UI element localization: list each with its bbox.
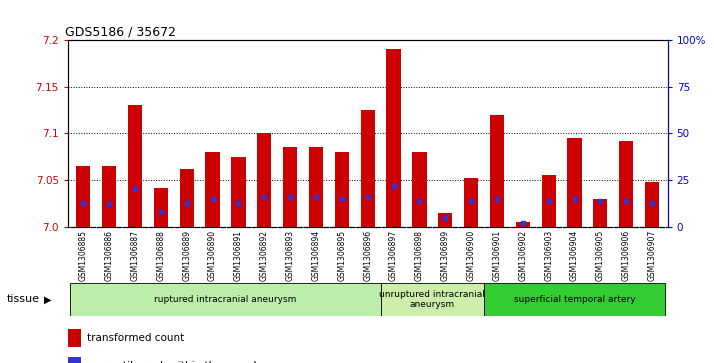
Point (440, 215, 451, 220)
Bar (381, 283, 484, 316)
Bar (484, 283, 665, 316)
Bar (568, 138, 582, 227)
Point (362, 194, 373, 200)
Bar (645, 182, 659, 227)
Text: GSM1306888: GSM1306888 (156, 230, 166, 281)
Bar (71, 283, 381, 316)
Bar (438, 213, 453, 227)
Point (155, 209, 166, 215)
Point (284, 194, 296, 200)
Point (543, 198, 554, 204)
Text: transformed count: transformed count (87, 333, 185, 343)
Point (413, 198, 425, 204)
Bar (231, 157, 246, 227)
Bar (257, 134, 271, 227)
Point (646, 200, 658, 205)
Text: percentile rank within the sample: percentile rank within the sample (87, 361, 263, 363)
Point (129, 187, 141, 192)
Point (78, 200, 89, 205)
Text: GSM1306902: GSM1306902 (518, 230, 528, 281)
Point (517, 220, 528, 226)
Text: ▶: ▶ (44, 294, 52, 305)
Text: GSM1306901: GSM1306901 (493, 230, 501, 281)
Point (104, 201, 115, 207)
Text: GSM1306895: GSM1306895 (337, 230, 346, 281)
Text: GSM1306885: GSM1306885 (79, 230, 88, 281)
Bar (68, 329, 81, 347)
Text: GSM1306906: GSM1306906 (622, 230, 630, 281)
Bar (180, 169, 194, 227)
Text: GSM1306889: GSM1306889 (182, 230, 191, 281)
Text: GSM1306891: GSM1306891 (234, 230, 243, 281)
Bar (619, 141, 633, 227)
Bar (206, 152, 220, 227)
Point (569, 196, 580, 202)
Text: GSM1306898: GSM1306898 (415, 230, 424, 281)
Text: GSM1306887: GSM1306887 (131, 230, 139, 281)
Text: GSM1306900: GSM1306900 (467, 230, 476, 281)
Text: ruptured intracranial aneurysm: ruptured intracranial aneurysm (154, 295, 297, 304)
Point (233, 200, 244, 205)
Point (491, 196, 503, 202)
Text: GSM1306904: GSM1306904 (570, 230, 579, 281)
Bar (541, 175, 555, 227)
Bar (361, 110, 375, 227)
Text: GSM1306892: GSM1306892 (260, 230, 268, 281)
Point (620, 198, 632, 204)
Bar (76, 166, 91, 227)
Text: GSM1306886: GSM1306886 (105, 230, 114, 281)
Point (258, 194, 270, 200)
Bar (490, 115, 504, 227)
Bar (386, 49, 401, 227)
Point (466, 198, 477, 204)
Point (388, 183, 399, 189)
Point (207, 196, 218, 202)
Text: unruptured intracranial
aneurysm: unruptured intracranial aneurysm (379, 290, 486, 309)
Bar (128, 105, 142, 227)
Point (181, 200, 193, 205)
Bar (593, 199, 608, 227)
Text: GSM1306905: GSM1306905 (596, 230, 605, 281)
Bar (154, 188, 168, 227)
Text: GSM1306893: GSM1306893 (286, 230, 295, 281)
Text: GSM1306899: GSM1306899 (441, 230, 450, 281)
Bar (516, 222, 530, 227)
Bar (412, 152, 426, 227)
Bar (335, 152, 349, 227)
Text: superficial temporal artery: superficial temporal artery (513, 295, 635, 304)
Bar (309, 147, 323, 227)
Text: tissue: tissue (7, 294, 40, 305)
Text: GSM1306890: GSM1306890 (208, 230, 217, 281)
Text: GSM1306903: GSM1306903 (544, 230, 553, 281)
Text: GSM1306907: GSM1306907 (648, 230, 657, 281)
Bar (68, 357, 81, 363)
Point (311, 194, 322, 200)
Bar (283, 147, 297, 227)
Text: GSM1306897: GSM1306897 (389, 230, 398, 281)
Bar (464, 178, 478, 227)
Point (595, 198, 606, 204)
Text: GDS5186 / 35672: GDS5186 / 35672 (65, 26, 176, 39)
Text: GSM1306894: GSM1306894 (311, 230, 321, 281)
Point (336, 196, 348, 202)
Text: GSM1306896: GSM1306896 (363, 230, 372, 281)
Bar (102, 166, 116, 227)
